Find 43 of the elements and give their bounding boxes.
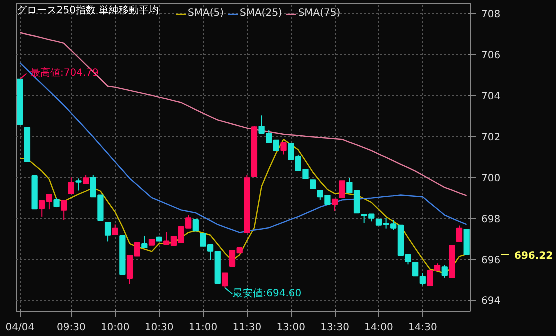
x-tick-label: 14:30 — [408, 322, 438, 334]
legend-label: SMA(75) — [298, 8, 341, 19]
y-tick-label: 698 — [482, 214, 501, 226]
x-tick-label: 04/04 — [6, 322, 35, 334]
candlestick — [112, 224, 118, 236]
x-tick-label: 10:30 — [144, 322, 174, 334]
x-tick-label: 14:00 — [364, 322, 394, 334]
y-tick-label: 708 — [482, 10, 501, 21]
candlestick — [192, 220, 199, 232]
line-series — [20, 32, 468, 196]
x-tick-label: 11:30 — [232, 322, 262, 334]
candlestick — [76, 178, 82, 192]
candlestick — [61, 200, 68, 221]
legend-label: SMA(25) — [240, 8, 282, 19]
line-series — [20, 138, 468, 274]
x-tick-label: 13:30 — [320, 322, 350, 334]
y-tick-label: 706 — [482, 50, 501, 62]
y-tick-label: 704 — [482, 92, 501, 103]
y-tick-label: 702 — [482, 132, 501, 144]
y-tick-label: 700 — [482, 173, 501, 184]
legend-label: SMA(5) — [188, 8, 224, 19]
x-tick-label: 09:30 — [57, 322, 86, 334]
y-tick-label: 694 — [482, 296, 501, 308]
annotation: 最安値:694.60 — [233, 288, 302, 300]
x-tick-label: 11:00 — [188, 322, 218, 334]
candlestick — [104, 222, 112, 242]
candlestick — [68, 177, 74, 194]
text: 696.22 — [514, 250, 554, 262]
candlestick — [142, 235, 148, 249]
x-tick-label: 10:00 — [100, 322, 130, 334]
line-series — [20, 62, 468, 234]
candlestick — [412, 262, 419, 277]
y-tick-label: 696 — [482, 255, 501, 266]
candlestick — [420, 272, 426, 286]
candlestick — [54, 197, 60, 208]
candlestick — [339, 180, 346, 198]
candlestick — [456, 225, 463, 242]
candlestick — [442, 264, 448, 278]
candlestick — [280, 142, 287, 156]
candlestick — [222, 272, 228, 288]
x-tick-label: 13:00 — [276, 322, 306, 334]
candlestick — [332, 198, 338, 212]
chart-title: グロース250指数 単純移動平均 — [16, 4, 160, 16]
